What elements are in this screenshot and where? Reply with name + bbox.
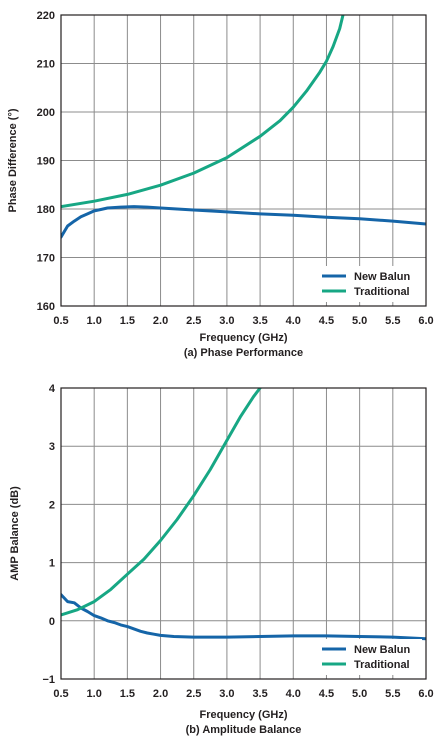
chart1-x-tick-label: 4.0 bbox=[286, 688, 301, 700]
chart0-legend-label-new-balun: New Balun bbox=[354, 271, 411, 283]
chart1-y-tick-label: 1 bbox=[49, 558, 55, 570]
chart1-x-tick-label: 4.5 bbox=[319, 688, 334, 700]
chart1-x-tick-label: 5.0 bbox=[352, 688, 367, 700]
chart1-legend-box bbox=[312, 639, 422, 675]
chart1-series-new-balun-line bbox=[61, 593, 426, 641]
chart1-x-tick-label: 1.5 bbox=[120, 688, 135, 700]
chart0-y-tick-label: 190 bbox=[37, 156, 55, 168]
chart0-series-new-balun-line bbox=[61, 205, 426, 239]
chart1-chart-caption: (b) Amplitude Balance bbox=[186, 724, 302, 736]
phase-performance-chart: 0.5 1.0 1.5 2.0 2.5 3.0 3.5 4.0 4.5 5.0 5.5 6.0 160 1… bbox=[7, 10, 434, 359]
chart0-x-axis-title: Frequency (GHz) bbox=[199, 332, 287, 344]
chart0-x-tick-label: 1.0 bbox=[87, 315, 102, 327]
chart1-legend-label-new-balun: New Balun bbox=[354, 644, 411, 656]
chart0-legend-label-traditional: Traditional bbox=[354, 286, 410, 298]
chart1-x-tick-label: 2.0 bbox=[153, 688, 168, 700]
chart0-x-tick-label: 2.5 bbox=[186, 315, 201, 327]
chart1-y-tick-label: 3 bbox=[49, 441, 55, 453]
amplitude-balance-chart: 0.5 1.0 1.5 2.0 2.5 3.0 3.5 4.0 4.5 5.0 5.5 6.0 −1 0 1… bbox=[9, 383, 434, 736]
chart1-x-tick-label: 2.5 bbox=[186, 688, 201, 700]
chart1-y-tick-label: 2 bbox=[49, 499, 55, 511]
chart0-plot-frame bbox=[60, 14, 427, 307]
chart0-x-tick-label: 2.0 bbox=[153, 315, 168, 327]
chart1-series-traditional-line bbox=[61, 388, 262, 617]
chart1-plot-frame bbox=[60, 387, 427, 680]
chart1-y-tick-label: 4 bbox=[49, 383, 56, 395]
chart1-x-tick-label: 0.5 bbox=[53, 688, 68, 700]
chart0-y-tick-label: 200 bbox=[37, 107, 55, 119]
chart0-y-tick-label: 170 bbox=[37, 253, 55, 265]
chart1-x-tick-label: 3.5 bbox=[252, 688, 267, 700]
chart0-chart-caption: (a) Phase Performance bbox=[184, 347, 303, 359]
chart0-x-tick-label: 5.0 bbox=[352, 315, 367, 327]
chart1-y-tick-label: 0 bbox=[49, 616, 55, 628]
chart1-x-tick-label: 3.0 bbox=[219, 688, 234, 700]
chart0-x-tick-label: 3.5 bbox=[252, 315, 267, 327]
chart0-x-tick-label: 4.0 bbox=[286, 315, 301, 327]
chart1-x-tick-label: 5.5 bbox=[385, 688, 400, 700]
chart0-x-tick-label: 3.0 bbox=[219, 315, 234, 327]
chart1-x-tick-label: 6.0 bbox=[418, 688, 433, 700]
chart0-x-tick-label: 1.5 bbox=[120, 315, 135, 327]
chart0-y-tick-label: 160 bbox=[37, 301, 55, 313]
chart1-y-tick-label: −1 bbox=[42, 674, 55, 686]
chart0-series-traditional-line bbox=[61, 15, 345, 209]
chart0-x-tick-label: 0.5 bbox=[53, 315, 68, 327]
chart0-y-tick-label: 180 bbox=[37, 204, 55, 216]
chart1-x-tick-label: 1.0 bbox=[87, 688, 102, 700]
chart0-x-tick-label: 5.5 bbox=[385, 315, 400, 327]
chart1-y-axis-title: AMP Balance (dB) bbox=[9, 486, 21, 581]
chart0-legend-box bbox=[312, 266, 422, 302]
chart1-x-axis-title: Frequency (GHz) bbox=[199, 709, 287, 721]
chart0-y-axis-title: Phase Difference (°) bbox=[7, 108, 19, 212]
chart0-y-tick-label: 220 bbox=[37, 10, 55, 22]
chart1-legend-label-traditional: Traditional bbox=[354, 659, 410, 671]
chart0-y-tick-label: 210 bbox=[37, 59, 55, 71]
chart1-plot-area bbox=[61, 388, 426, 679]
chart0-x-tick-label: 6.0 bbox=[418, 315, 433, 327]
chart0-x-tick-label: 4.5 bbox=[319, 315, 334, 327]
